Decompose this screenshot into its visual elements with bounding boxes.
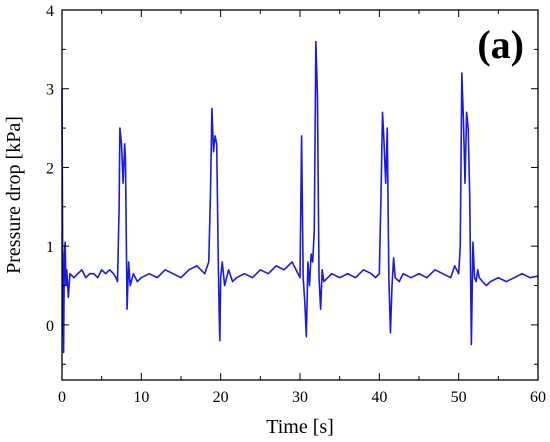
panel-label: (a) [477,22,524,67]
x-tick-label: 20 [213,389,229,406]
x-tick-label: 30 [292,389,308,406]
y-tick-label: 2 [46,160,54,177]
x-tick-label: 60 [530,389,546,406]
series-line-0 [61,40,539,354]
axes-layer: 0 10 20 30 40 50 60 0 1 2 3 4 [46,3,546,406]
series-layer [61,40,539,354]
x-tick-label: 0 [58,389,66,406]
y-axis-label: Pressure drop [kPa] [3,116,25,274]
y-tick-label: 4 [46,3,54,20]
x-tick-label: 10 [133,389,149,406]
x-axis-label: Time [s] [266,416,334,438]
x-tick-label: 50 [451,389,467,406]
plot-frame [61,9,539,381]
y-tick-label: 3 [46,82,54,99]
y-tick-label: 1 [46,239,54,256]
y-tick-label: 0 [46,318,54,335]
x-tick-label: 40 [371,389,387,406]
